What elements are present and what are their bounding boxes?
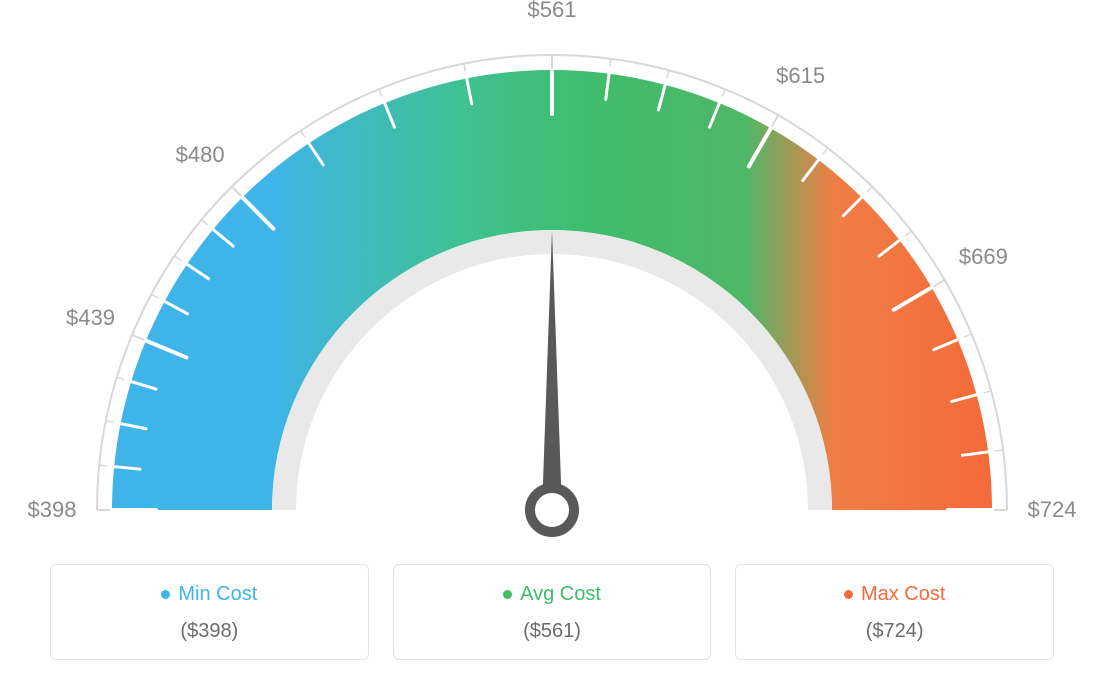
legend-value-max: ($724): [746, 620, 1043, 643]
gauge-tick-label: $439: [66, 305, 115, 331]
legend-card-max: Max Cost ($724): [735, 564, 1054, 660]
legend-title-avg: Avg Cost: [503, 583, 601, 606]
gauge-tick-label: $561: [528, 0, 577, 23]
legend-dot-min: [161, 590, 170, 599]
legend-label: Min Cost: [178, 583, 257, 606]
legend-card-avg: Avg Cost ($561): [393, 564, 712, 660]
legend-card-min: Min Cost ($398): [50, 564, 369, 660]
gauge-tick-label: $398: [28, 497, 77, 523]
legend-label: Avg Cost: [520, 583, 601, 606]
legend-label: Max Cost: [861, 583, 945, 606]
gauge-tick-label: $724: [1028, 497, 1077, 523]
legend-title-min: Min Cost: [161, 583, 257, 606]
legend-dot-max: [844, 590, 853, 599]
legend-title-max: Max Cost: [844, 583, 945, 606]
gauge-chart: $398 $439 $480 $561 $615 $669 $724: [0, 0, 1104, 560]
legend-value-min: ($398): [61, 620, 358, 643]
gauge-tick-label: $480: [176, 142, 225, 168]
legend-row: Min Cost ($398) Avg Cost ($561) Max Cost…: [50, 564, 1054, 660]
legend-value-avg: ($561): [404, 620, 701, 643]
gauge-svg: [0, 0, 1104, 560]
gauge-tick-label: $669: [959, 244, 1008, 270]
legend-dot-avg: [503, 590, 512, 599]
gauge-tick-label: $615: [776, 63, 825, 89]
